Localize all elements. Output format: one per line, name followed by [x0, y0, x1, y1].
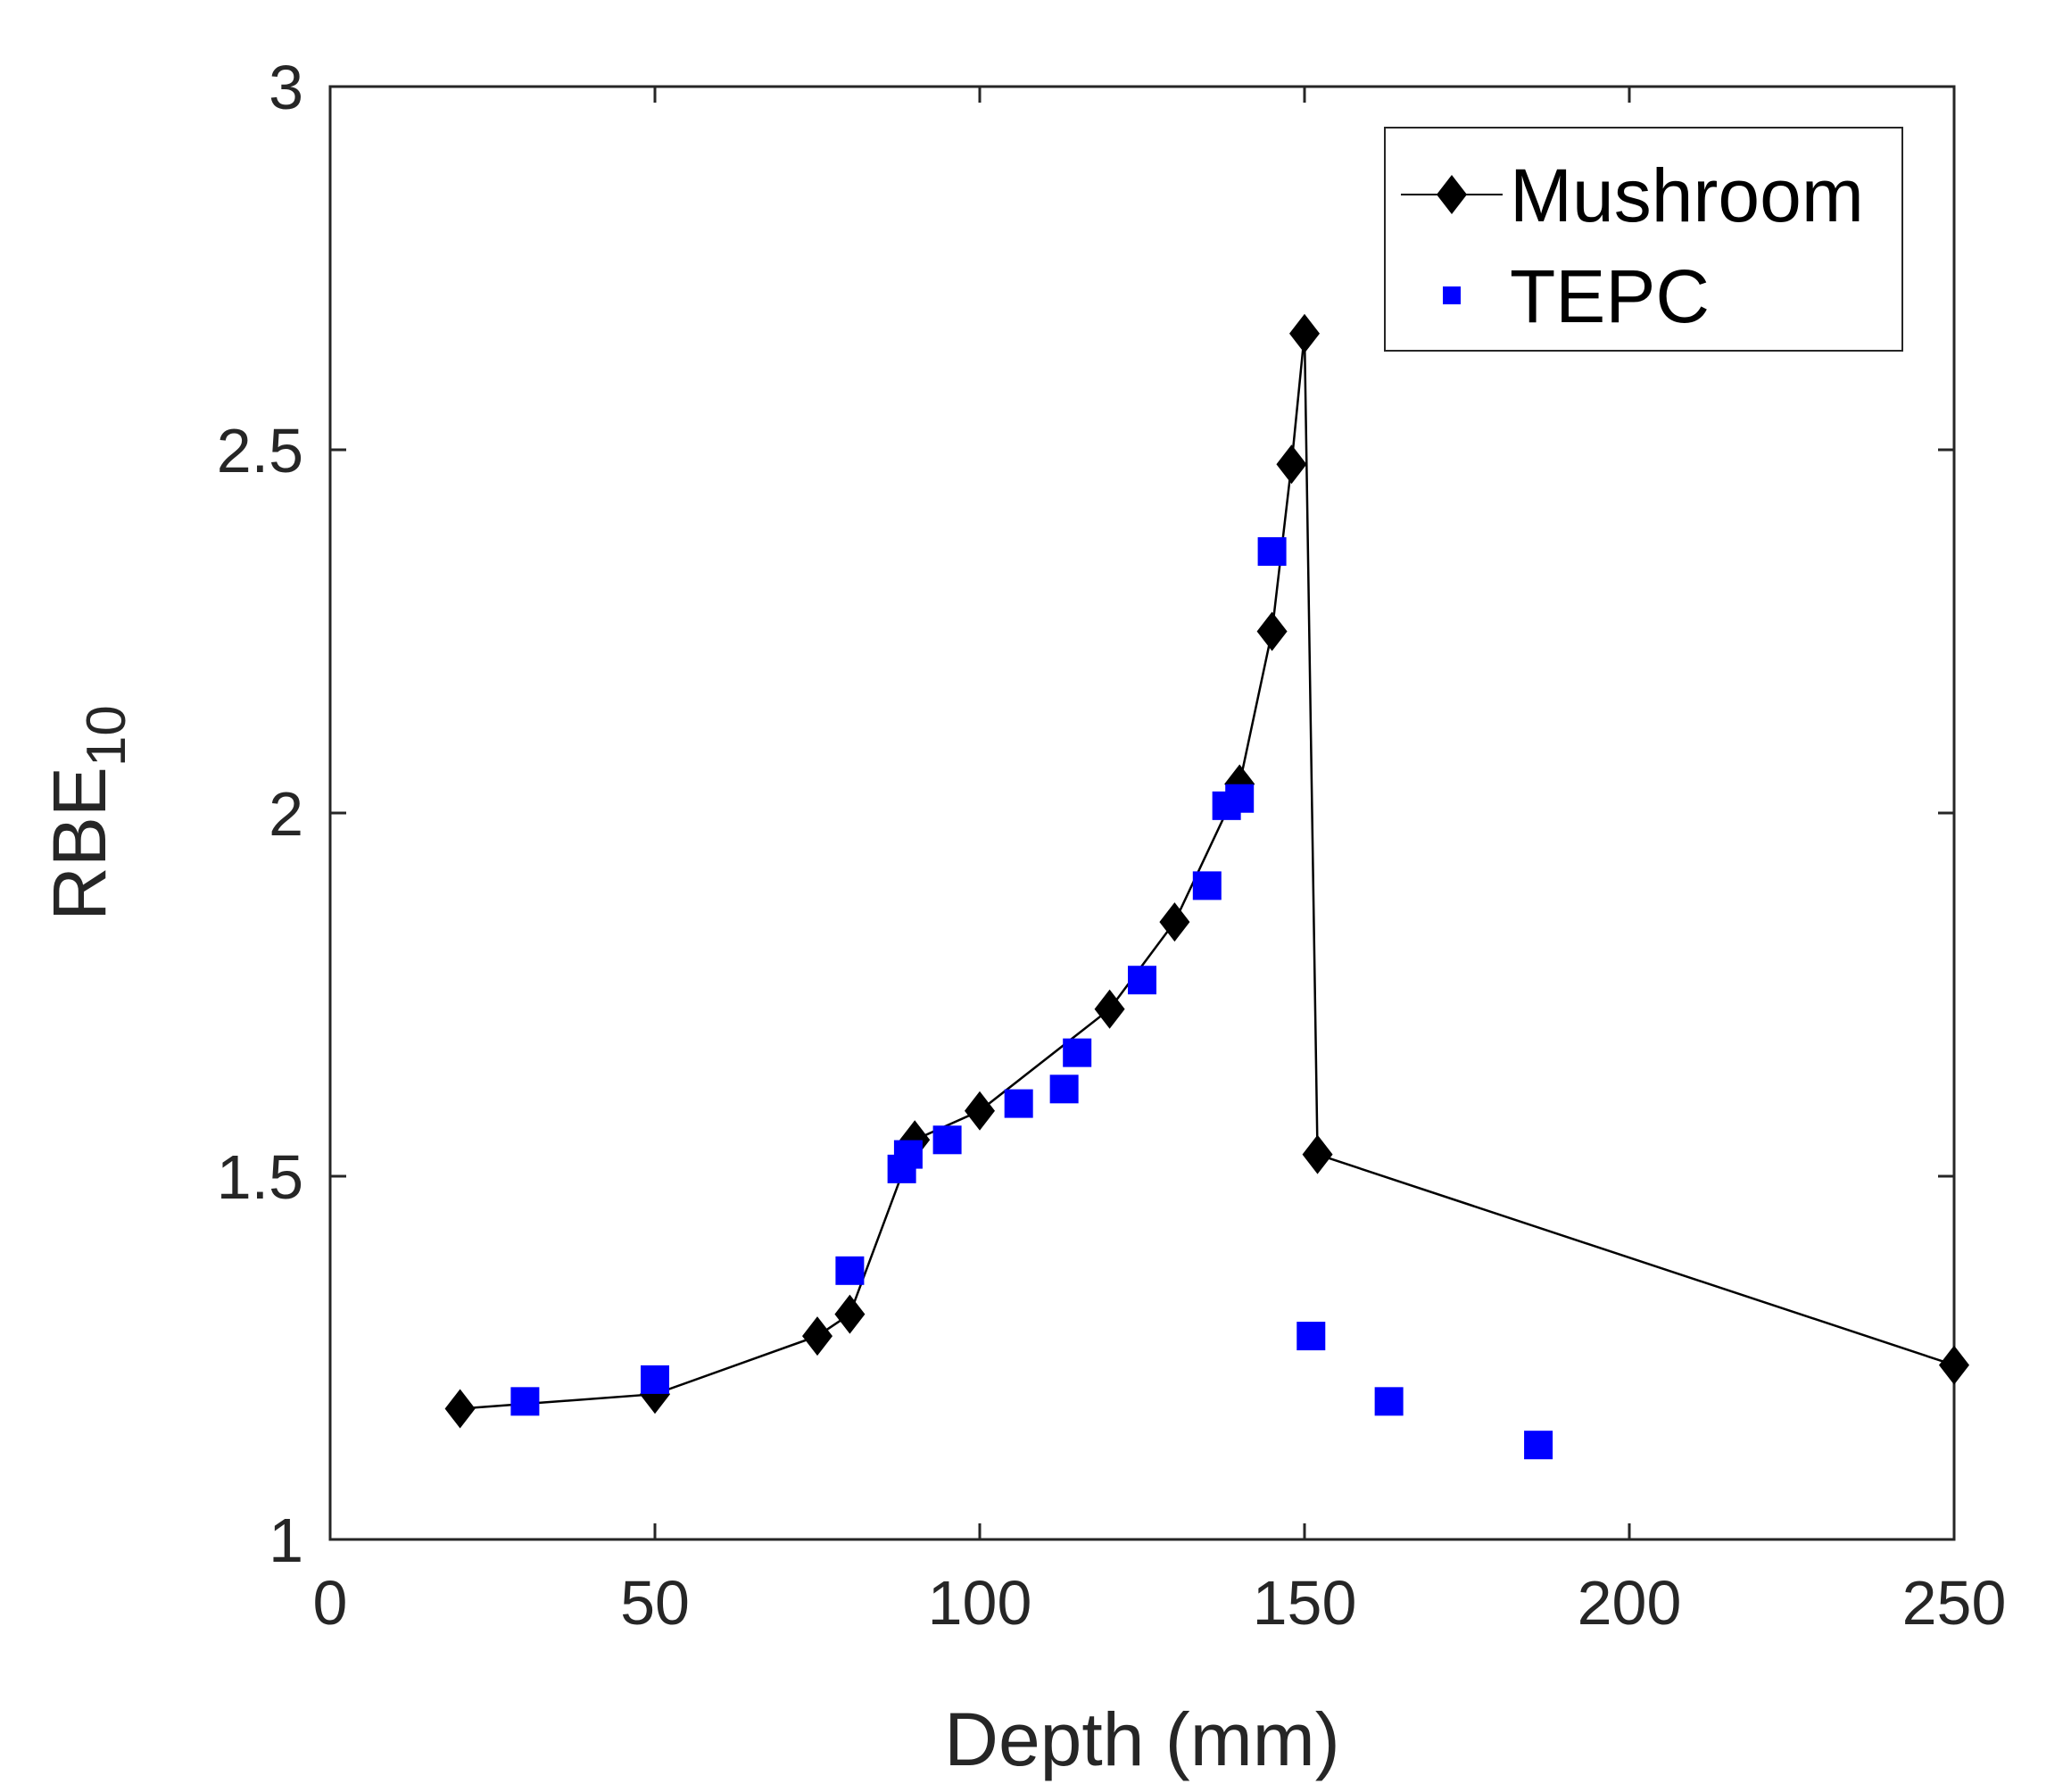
y-axis-title-main: RBE	[37, 767, 121, 921]
mushroom-point	[834, 1294, 866, 1334]
x-axis-title: Depth (mm)	[944, 1697, 1339, 1781]
mushroom-point	[1289, 313, 1320, 353]
tepc-point	[510, 1387, 540, 1416]
tepc-point	[1374, 1387, 1404, 1416]
tepc-point	[1225, 784, 1255, 813]
legend: Mushroom TEPC	[1384, 127, 1903, 352]
x-tick-label: 100	[928, 1568, 1032, 1638]
x-tick-label: 200	[1578, 1568, 1682, 1638]
x-tick-label: 0	[313, 1568, 348, 1638]
tepc-point	[1192, 871, 1222, 900]
tepc-point	[1049, 1074, 1079, 1104]
mushroom-point	[802, 1316, 833, 1356]
series-tepc	[510, 536, 1553, 1460]
tepc-point	[1063, 1038, 1092, 1067]
y-tick-label: 1.5	[217, 1142, 303, 1212]
x-tick-label: 250	[1902, 1568, 2007, 1638]
y-tick-label: 2	[269, 779, 303, 849]
mushroom-point	[444, 1389, 476, 1429]
legend-box	[1384, 127, 1903, 352]
tepc-point	[1128, 966, 1156, 995]
mushroom-point	[1256, 611, 1288, 651]
legend-mushroom-label: Mushroom	[1510, 153, 1864, 237]
mushroom-point	[965, 1091, 995, 1131]
mushroom-point	[1094, 989, 1125, 1029]
y-tick-label: 3	[269, 53, 303, 122]
tepc-point	[893, 1140, 923, 1169]
tepc-point	[641, 1365, 669, 1394]
mushroom-point	[1939, 1345, 1969, 1385]
legend-tepc-label: TEPC	[1510, 254, 1710, 338]
tepc-point	[1004, 1089, 1033, 1118]
x-tick-label: 50	[620, 1568, 690, 1638]
tepc-point	[835, 1256, 865, 1285]
mushroom-point	[1276, 444, 1307, 485]
legend-tepc-square-icon	[1443, 286, 1461, 304]
tepc-point	[1524, 1431, 1553, 1460]
y-tick-label: 2.5	[217, 416, 303, 485]
mushroom-point	[1302, 1134, 1333, 1174]
tepc-point	[1257, 536, 1287, 566]
x-axis-ticks: 0 50 100 150 200 250	[313, 87, 2007, 1638]
y-axis-title-subscript: 10	[76, 705, 137, 767]
tepc-point	[1296, 1322, 1326, 1351]
mushroom-point	[1159, 902, 1190, 942]
tepc-point	[932, 1125, 962, 1155]
y-axis-ticks: 1 1.5 2 2.5 3	[217, 53, 1954, 1575]
legend-mushroom-diamond-icon	[1437, 175, 1467, 214]
x-tick-label: 150	[1253, 1568, 1357, 1638]
y-tick-label: 1	[269, 1506, 303, 1575]
y-axis-title: RBE10	[37, 705, 137, 921]
